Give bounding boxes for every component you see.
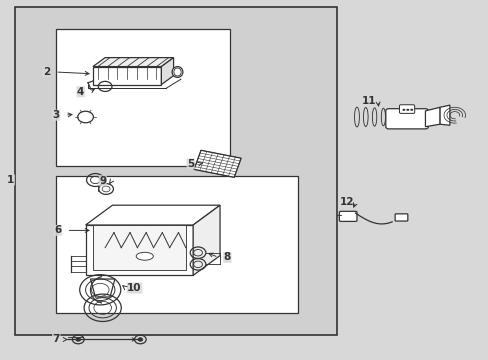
Text: 6: 6 bbox=[54, 225, 61, 235]
Circle shape bbox=[76, 338, 81, 341]
Polygon shape bbox=[90, 279, 115, 297]
Circle shape bbox=[402, 109, 405, 111]
Polygon shape bbox=[85, 205, 220, 225]
FancyBboxPatch shape bbox=[399, 105, 414, 113]
Bar bbox=[93, 225, 185, 270]
Polygon shape bbox=[85, 225, 193, 275]
Bar bbox=[56, 176, 298, 313]
Circle shape bbox=[409, 109, 412, 111]
Polygon shape bbox=[439, 105, 449, 125]
Text: 8: 8 bbox=[224, 252, 230, 262]
FancyBboxPatch shape bbox=[339, 211, 356, 221]
Text: 12: 12 bbox=[339, 197, 354, 207]
Ellipse shape bbox=[136, 252, 153, 260]
Text: 5: 5 bbox=[187, 159, 194, 169]
Circle shape bbox=[138, 338, 142, 341]
Polygon shape bbox=[161, 58, 173, 85]
Polygon shape bbox=[193, 205, 220, 275]
Text: 9: 9 bbox=[99, 176, 106, 186]
Circle shape bbox=[406, 109, 408, 111]
Text: 11: 11 bbox=[361, 96, 376, 106]
Polygon shape bbox=[425, 107, 439, 127]
Bar bbox=[56, 29, 229, 166]
Text: 7: 7 bbox=[52, 334, 60, 345]
FancyBboxPatch shape bbox=[394, 214, 407, 221]
Polygon shape bbox=[93, 58, 173, 67]
Polygon shape bbox=[194, 150, 241, 177]
Text: 1: 1 bbox=[7, 175, 14, 185]
Ellipse shape bbox=[172, 67, 183, 77]
Bar bbox=[93, 67, 161, 85]
Bar bbox=[15, 7, 337, 335]
Text: 2: 2 bbox=[43, 67, 50, 77]
Text: 10: 10 bbox=[127, 283, 142, 293]
FancyBboxPatch shape bbox=[385, 109, 427, 129]
Ellipse shape bbox=[174, 68, 181, 76]
Text: 3: 3 bbox=[53, 110, 60, 120]
Text: 4: 4 bbox=[77, 87, 84, 97]
